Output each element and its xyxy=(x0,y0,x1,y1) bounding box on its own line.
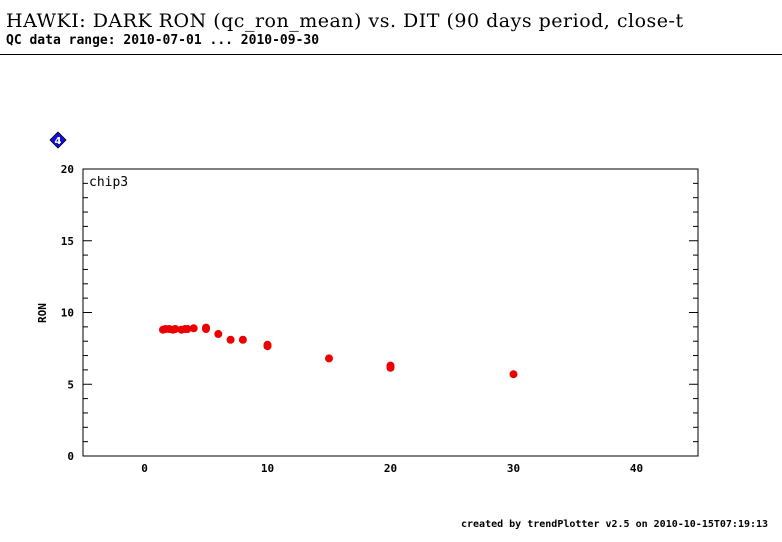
x-tick-label: 30 xyxy=(507,462,520,475)
data-point xyxy=(325,354,333,363)
footer-credit: created by trendPlotter v2.5 on 2010-10-… xyxy=(461,519,769,530)
axis-ticks xyxy=(83,168,698,457)
y-tick-label: 15 xyxy=(61,235,74,248)
data-point xyxy=(386,361,395,370)
data-point xyxy=(189,324,198,333)
data-point xyxy=(238,335,247,344)
blue-diamond-icon: 4 xyxy=(49,131,67,149)
x-tick-label: 40 xyxy=(630,462,643,475)
y-tick-label: 5 xyxy=(67,378,74,391)
data-point xyxy=(226,335,235,344)
data-point xyxy=(171,325,180,334)
marker-label: 4 xyxy=(55,136,62,147)
x-tick-label: 0 xyxy=(141,462,148,475)
y-tick-label: 20 xyxy=(61,163,74,176)
data-point xyxy=(202,323,210,332)
data-point xyxy=(263,340,272,349)
data-point xyxy=(214,330,223,339)
data-point xyxy=(183,325,192,334)
y-tick-label: 10 xyxy=(61,307,74,320)
y-axis-label: RON xyxy=(36,303,49,323)
x-tick-label: 20 xyxy=(384,462,397,475)
data-points xyxy=(158,323,518,379)
x-tick-label: 10 xyxy=(261,462,274,475)
panel-label: chip3 xyxy=(89,175,128,190)
axis-tick-labels: 0 10 20 30 40 0 5 10 15 20 xyxy=(61,163,643,475)
chart-subtitle: QC data range: 2010-07-01 ... 2010-09-30 xyxy=(6,33,320,48)
data-point xyxy=(509,370,518,379)
plot-frame xyxy=(82,168,699,457)
y-tick-label: 0 xyxy=(67,450,74,463)
header-rule xyxy=(0,54,782,55)
chart-title: HAWKI: DARK RON (qc_ron_mean) vs. DIT (9… xyxy=(6,10,684,32)
